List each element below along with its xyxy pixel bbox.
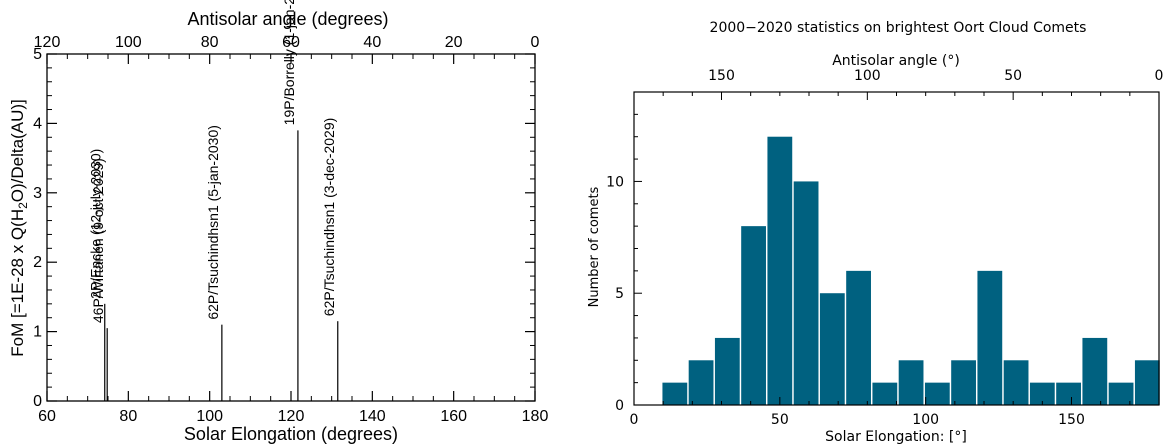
fom-y-label-part2: O)/Delta(AU)] [8,99,27,202]
histogram-bar [1082,337,1108,405]
fom-y-tick-label: 0 [33,393,42,410]
histogram-x-tick-label: 150 [1058,412,1085,428]
histogram-y-ticks: 0 5 10 [606,113,642,414]
histogram-x2-tick-label: 100 [854,68,881,84]
fom-x2-tick-label: 20 [445,34,463,51]
histogram-x-tick-label: 100 [912,412,939,428]
histogram-x2-tick-label: 50 [1004,68,1022,84]
fom-x2-tick-label: 120 [34,34,61,51]
histogram-bar [872,382,898,405]
histogram-bar [977,270,1003,405]
histogram-y-tick-label: 5 [615,286,624,302]
histogram-x-axis-label: Solar Elongation: [°] [825,429,967,445]
histogram-bar [846,270,871,405]
histogram-x-tick-label: 50 [771,412,789,428]
fom-y-label-subscript: 2 [16,202,30,209]
fom-chart: 60 80 100 120 140 160 180 120 100 80 60 40 20 0 0123… [8,0,548,444]
histogram-y-tick-label: 0 [615,398,624,414]
fom-x-tick-label: 140 [359,408,386,425]
histogram-x2-tick-label: 0 [1155,68,1164,84]
fom-y-axis-label: FoM [=1E-28 x Q(H2O)/Delta(AU)] [8,99,30,357]
fom-x2-axis-label: Antisolar angle (degrees) [187,9,388,29]
histogram-bar [819,293,845,405]
fom-x-axis-label: Solar Elongation (degrees) [184,424,398,444]
histogram-bar [1134,360,1160,405]
fom-event-label: 62P/Tsuchindhsn1 (3-dec-2029) [321,118,337,316]
histogram-x-tick-label: 0 [630,412,639,428]
histogram-x2-axis-label: Antisolar angle (°) [832,53,960,69]
fom-x-tick-label: 160 [440,408,467,425]
fom-y-tick-label: 3 [33,185,42,202]
comet-histogram: 2000−2020 statistics on brightest Oort C… [587,20,1163,445]
fom-x2-ticks: 120 100 80 60 40 20 0 [34,34,540,64]
histogram-bar [1108,382,1134,405]
fom-event-label: 2P/Encke (12-july-2030) [88,149,104,299]
fom-x2-tick-label: 100 [115,34,142,51]
histogram-bar [767,136,793,405]
fom-x-tick-label: 180 [522,408,549,425]
fom-x-tick-label: 80 [119,408,137,425]
histogram-bar [714,337,740,405]
fom-y-label-part1: FoM [=1E-28 x Q(H [8,209,27,357]
histogram-x-ticks: 0 50 100 150 [630,397,1131,428]
histogram-bar [1056,382,1081,405]
fom-event-label: 62P/Tsuchindhsn1 (5-jan-2030) [205,125,221,320]
histogram-bar [662,382,688,405]
fom-x-ticks: 60 80 100 120 140 160 180 [38,391,548,425]
fom-x2-tick-label: 80 [201,34,219,51]
fom-x-tick-label: 120 [278,408,305,425]
fom-events: 2P/Encke (12-july-2030)46P/Wirtanen (9-o… [88,0,339,401]
histogram-bar [924,382,950,405]
fom-x2-tick-label: 0 [531,34,540,51]
histogram-x2-ticks: 150 100 50 0 [662,68,1164,100]
histogram-bar [1003,360,1029,405]
fom-y-tick-label: 1 [33,324,42,341]
histogram-y-axis-label: Number of comets [587,186,602,307]
fom-y-tick-label: 2 [33,254,42,271]
histogram-bar [951,360,976,405]
histogram-title: 2000−2020 statistics on brightest Oort C… [710,20,1087,36]
histogram-bar [741,226,766,405]
fom-x-tick-label: 100 [196,408,223,425]
fom-y-tick-label: 4 [33,115,42,132]
histogram-x2-tick-label: 150 [708,68,735,84]
fom-y-ticks: 0 1 2 3 4 5 [33,46,535,410]
histogram-plot-frame [633,91,1160,406]
fom-event-label: 19P/Borrelly (1-jan-2029) [281,0,297,125]
fom-x-tick-label: 60 [38,408,56,425]
fom-x2-tick-label: 40 [363,34,381,51]
histogram-bar [688,360,714,405]
histogram-bar [1029,382,1055,405]
histogram-bar [898,360,924,405]
fom-x2-tick-label: 60 [282,34,300,51]
fom-event-label: 46P/Wirtanen (9-oct-2029) [90,158,106,323]
histogram-y-tick-label: 10 [606,174,624,190]
fom-y-tick-label: 5 [33,46,42,63]
histogram-bars [662,136,1160,405]
histogram-bar [793,181,819,405]
